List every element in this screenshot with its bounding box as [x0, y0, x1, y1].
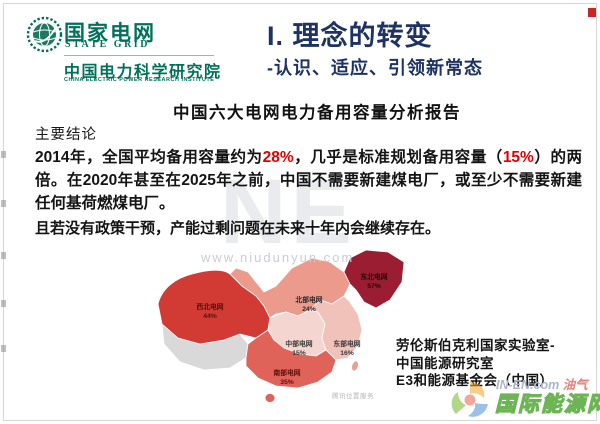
attribution-line: 中国能源研究室: [396, 355, 494, 371]
state-grid-logo-icon: [26, 16, 63, 53]
map-value-south: 35%: [280, 379, 294, 386]
map-label-northwest: 西北电网: [196, 302, 223, 311]
corner-red-mark: [588, 8, 596, 17]
map-label-north: 北部电网: [295, 295, 322, 304]
report-title: 中国六大电网电力备用容量分析报告: [173, 104, 461, 122]
edge-artifact: [1, 345, 6, 352]
china-grid-reserve-map: 西北电网 44% 北部电网 24% 东北电网 57% 中部电网 15% 东部电网…: [152, 246, 414, 406]
site-watermark-swirl-icon: [451, 382, 488, 417]
map-value-east: 16%: [340, 350, 354, 357]
para1-value-28: 28%: [262, 149, 294, 166]
site-watermark-line2: 国际能源网: [494, 392, 600, 416]
attribution-block: 劳伦斯伯克利国家实验室- 中国能源研究室 E3和能源基金会（中国）: [396, 337, 555, 390]
map-footnote: 腾讯位置服务: [332, 393, 374, 400]
para1-seg3: ）的两倍。在2020年甚至在2025年之前，中国不需要新建煤电厂，或至少不需要新…: [35, 149, 582, 212]
map-region-northeast: [343, 249, 405, 309]
para1-seg2: ，几乎是标准规划备用容量（: [293, 149, 503, 166]
map-value-central: 15%: [292, 350, 306, 357]
site-watermark-line1: IN-EN.com 油气: [496, 374, 588, 393]
map-value-northeast: 57%: [367, 283, 381, 290]
map-label-east: 东部电网: [333, 339, 360, 348]
edge-artifact: [1, 151, 6, 158]
slide-subtitle: -认识、适应、引领新常态: [267, 58, 483, 78]
map-island-hainan: [264, 393, 276, 403]
map-region-northwest: [157, 269, 271, 345]
para1-value-15: 15%: [502, 149, 534, 166]
map-value-north: 24%: [302, 306, 316, 313]
map-region-south: [245, 329, 337, 389]
edge-artifact: [1, 200, 6, 207]
background-watermark-letters: NE: [220, 161, 356, 263]
edge-artifact: [1, 300, 6, 307]
attribution-line: E3和能源基金会（中国）: [396, 373, 554, 388]
logo-divider: [64, 55, 214, 56]
slide-title: I. 理念的转变: [267, 21, 433, 51]
map-label-central: 中部电网: [285, 339, 312, 348]
map-region-east: [309, 295, 363, 361]
attribution-line: 劳伦斯伯克利国家实验室-: [396, 338, 555, 353]
section-label: 主要结论: [35, 127, 97, 143]
brand-name-en: STATE GRID: [65, 39, 150, 50]
policy-warning-paragraph: 且若没有政策干预，产能过剩问题在未来十年内会继续存在。: [35, 220, 441, 237]
map-island-taiwan: [351, 360, 359, 372]
site-watermark-name: IN-EN.com: [496, 378, 560, 392]
key-finding-paragraph: 2014年，全国平均备用容量约为28%，几乎是标准规划备用容量（15%）的两倍。…: [35, 146, 582, 215]
map-url-watermark: www.niudunyun.com: [201, 250, 355, 265]
para1-seg1: 2014年，全国平均备用容量约为: [35, 149, 263, 166]
site-watermark-tag: 油气: [559, 378, 588, 392]
institute-name-en: CHINA ELECTRIC POWER RESEARCH INSTITUTE: [64, 77, 215, 83]
map-value-northwest: 44%: [203, 313, 217, 320]
edge-artifact: [1, 252, 6, 259]
brand-name-cn: 国家电网: [64, 22, 156, 45]
map-label-northeast: 东北电网: [360, 272, 387, 281]
institute-name-cn: 中国电力科学研究院: [64, 64, 222, 81]
map-label-south: 南部电网: [273, 368, 300, 377]
